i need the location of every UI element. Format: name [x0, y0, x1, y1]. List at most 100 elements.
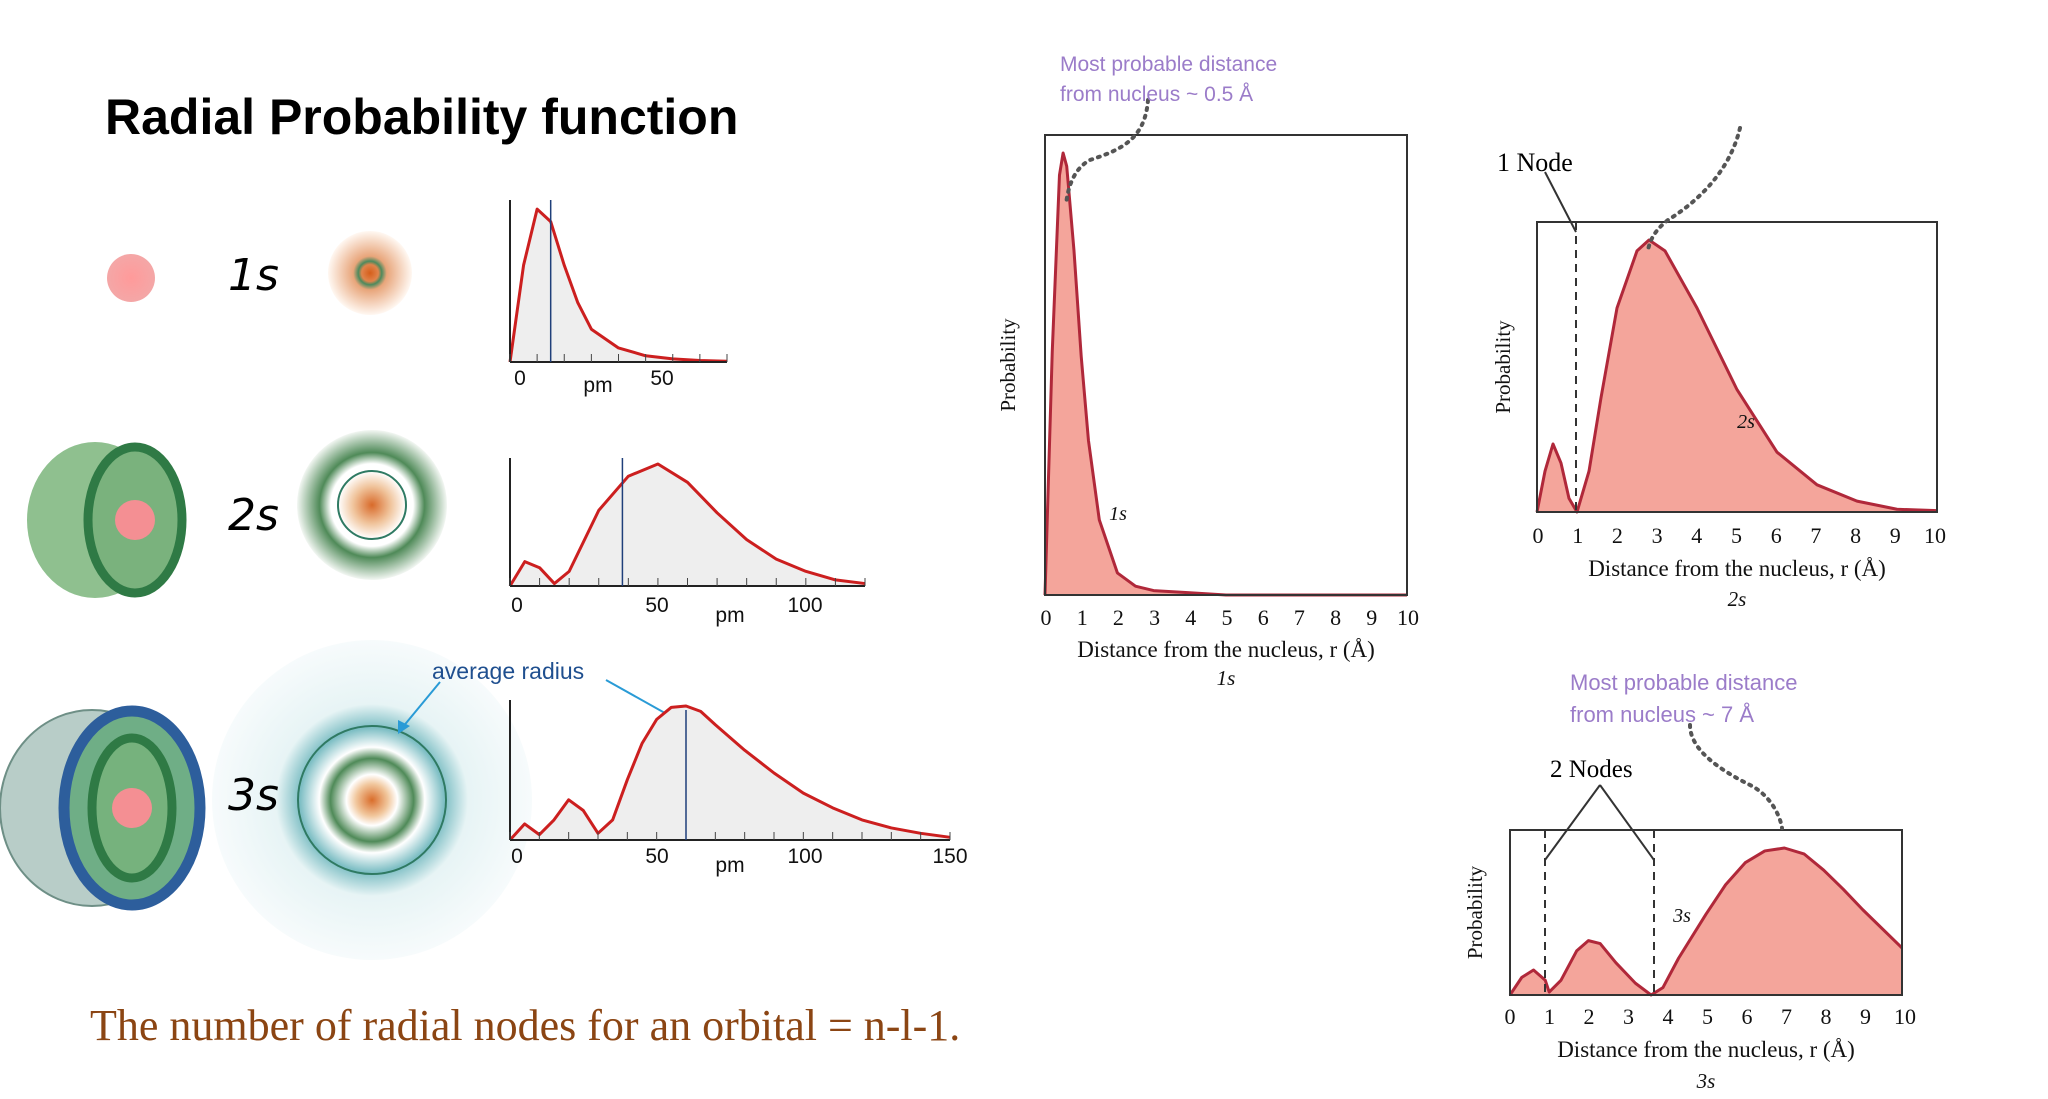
- leader-3s: [1688, 723, 1784, 830]
- right-chart-3s-fill: [1510, 848, 1902, 995]
- left-chart-1s-curve: [508, 207, 728, 363]
- left-chart-2s-tick-label: 0: [511, 594, 523, 617]
- left-chart-3s-tick-label: 50: [645, 845, 668, 868]
- right-chart-3s-ylabel: Probability: [1463, 865, 1487, 959]
- avg-arrow-left-head: [398, 720, 410, 734]
- left-chart-3s-fill: [510, 706, 950, 840]
- right-chart-3s-curve-label: 3s: [1672, 905, 1691, 927]
- right-chart-2s-curve-label: 2s: [1737, 411, 1755, 433]
- left-chart-2s-curve: [508, 462, 866, 587]
- left-chart-3s-tick-label: 0: [511, 845, 523, 868]
- right-chart-1s-tick-label: 6: [1258, 605, 1269, 630]
- avg-arrow-right: [605, 679, 673, 718]
- sphere-2s-shell: [83, 442, 187, 598]
- right-chart-2s-tick-label: 9: [1890, 523, 1901, 548]
- right-chart-1s-curve-label: 1s: [1109, 503, 1127, 525]
- right-chart-3s-tick-label: 0: [1505, 1004, 1516, 1029]
- right-chart-3s-tick-label: 10: [1894, 1004, 1916, 1029]
- left-chart-3s-tick-label: 150: [932, 845, 967, 868]
- right-chart-1s-tick-label: 10: [1397, 605, 1419, 630]
- node-2s-pointer: [1544, 171, 1577, 233]
- right-chart-1s-tick-label: 3: [1149, 605, 1160, 630]
- right-chart-1s-tick-label: 1: [1077, 605, 1088, 630]
- left-chart-2s-unit: pm: [715, 604, 744, 627]
- right-chart-1s-caption: 1s: [1217, 666, 1236, 690]
- right-chart-2s-fill: [1537, 240, 1937, 512]
- right-chart-2s-ylabel: Probability: [1491, 320, 1515, 414]
- left-chart-1s-fill: [510, 209, 727, 362]
- sphere-3s-outer: [0, 709, 185, 907]
- left-chart-3s-curve: [508, 704, 951, 842]
- radial-nodes-formula: The number of radial nodes for an orbita…: [90, 1001, 961, 1050]
- node-3s-pointer-2: [1599, 784, 1655, 861]
- slide-title: Radial Probability function: [105, 89, 739, 145]
- left-chart-1s-unit: pm: [583, 374, 612, 397]
- cloud-2s: [297, 430, 447, 580]
- right-chart-2s-curve: [1535, 238, 1938, 514]
- left-chart-2s-tick-label: 50: [645, 594, 668, 617]
- annotation-2s-node: 1 Node: [1497, 148, 1573, 177]
- right-chart-3s-tick-label: 2: [1584, 1004, 1595, 1029]
- orbital-label-3s: 3s: [228, 770, 279, 821]
- average-radius-label: average radius: [432, 658, 585, 684]
- cloud-3s-ring: [297, 725, 447, 875]
- left-chart-2s-fill: [510, 464, 865, 586]
- node-3s-pointer-1: [1544, 784, 1601, 861]
- right-chart-1s-tick-label: 7: [1294, 605, 1305, 630]
- right-chart-3s-caption: 3s: [1696, 1069, 1716, 1093]
- right-chart-1s-tick-label: 9: [1366, 605, 1377, 630]
- right-chart-3s-curve: [1508, 846, 1904, 997]
- right-chart-2s-tick-label: 6: [1771, 523, 1782, 548]
- sphere-3s-shell-green: [87, 733, 177, 883]
- right-chart-1s-xlabel: Distance from the nucleus, r (Å): [1077, 637, 1375, 662]
- left-chart-2s-tick-label: 100: [787, 594, 822, 617]
- right-chart-3s-tick-label: 4: [1663, 1004, 1674, 1029]
- right-chart-3s-tick-label: 9: [1860, 1004, 1871, 1029]
- cloud-1s: [328, 231, 412, 315]
- avg-arrow-left: [401, 681, 441, 729]
- leader-2s: [1646, 126, 1742, 252]
- orbital-label-2s: 2s: [228, 490, 279, 541]
- right-chart-1s-tick-label: 2: [1113, 605, 1124, 630]
- right-chart-1s-tick-label: 4: [1185, 605, 1196, 630]
- orbital-label-1s: 1s: [228, 250, 279, 301]
- right-chart-1s-frame: [1044, 134, 1408, 596]
- right-chart-3s-tick-label: 3: [1623, 1004, 1634, 1029]
- right-chart-2s-caption: 2s: [1728, 587, 1747, 611]
- right-chart-3s-tick-label: 7: [1781, 1004, 1792, 1029]
- annotation-3s: Most probable distance from nucleus ~ 7 …: [1570, 670, 1798, 727]
- sphere-3s-core: [112, 788, 152, 828]
- right-chart-1s-tick-label: 0: [1041, 605, 1052, 630]
- right-chart-1s-fill: [1045, 153, 1407, 595]
- left-chart-1s-tick-label: 50: [650, 367, 673, 390]
- cloud-2s-ring: [337, 470, 407, 540]
- right-chart-2s-xlabel: Distance from the nucleus, r (Å): [1588, 556, 1886, 581]
- right-chart-2s-tick-label: 7: [1810, 523, 1821, 548]
- right-chart-1s-tick-label: 8: [1330, 605, 1341, 630]
- annotation-3s-nodes: 2 Nodes: [1550, 756, 1633, 783]
- right-chart-3s-xlabel: Distance from the nucleus, r (Å): [1557, 1037, 1855, 1062]
- annotation-1s: Most probable distance from nucleus ~ 0.…: [1060, 53, 1278, 106]
- sphere-2s-core: [115, 500, 155, 540]
- sphere-1s: [107, 254, 155, 302]
- right-chart-2s-tick-label: 0: [1533, 523, 1544, 548]
- right-chart-2s-tick-label: 3: [1652, 523, 1663, 548]
- right-chart-3s-frame: [1509, 829, 1903, 996]
- right-chart-2s-tick-label: 4: [1691, 523, 1702, 548]
- left-chart-3s-tick-label: 100: [787, 845, 822, 868]
- right-chart-3s-tick-label: 6: [1742, 1004, 1753, 1029]
- right-chart-3s-tick-label: 5: [1702, 1004, 1713, 1029]
- right-chart-3s-tick-label: 8: [1821, 1004, 1832, 1029]
- right-chart-3s-tick-label: 1: [1544, 1004, 1555, 1029]
- avg-arrow-right-head: [666, 712, 680, 722]
- sphere-3s-shell-blue: [58, 705, 206, 911]
- right-chart-1s-curve: [1043, 151, 1407, 597]
- right-chart-2s-tick-label: 8: [1850, 523, 1861, 548]
- right-chart-2s-tick-label: 10: [1924, 523, 1946, 548]
- right-chart-2s-tick-label: 5: [1731, 523, 1742, 548]
- right-chart-1s-tick-label: 5: [1222, 605, 1233, 630]
- leader-1s: [1064, 98, 1150, 207]
- sphere-2s-outer: [27, 442, 163, 598]
